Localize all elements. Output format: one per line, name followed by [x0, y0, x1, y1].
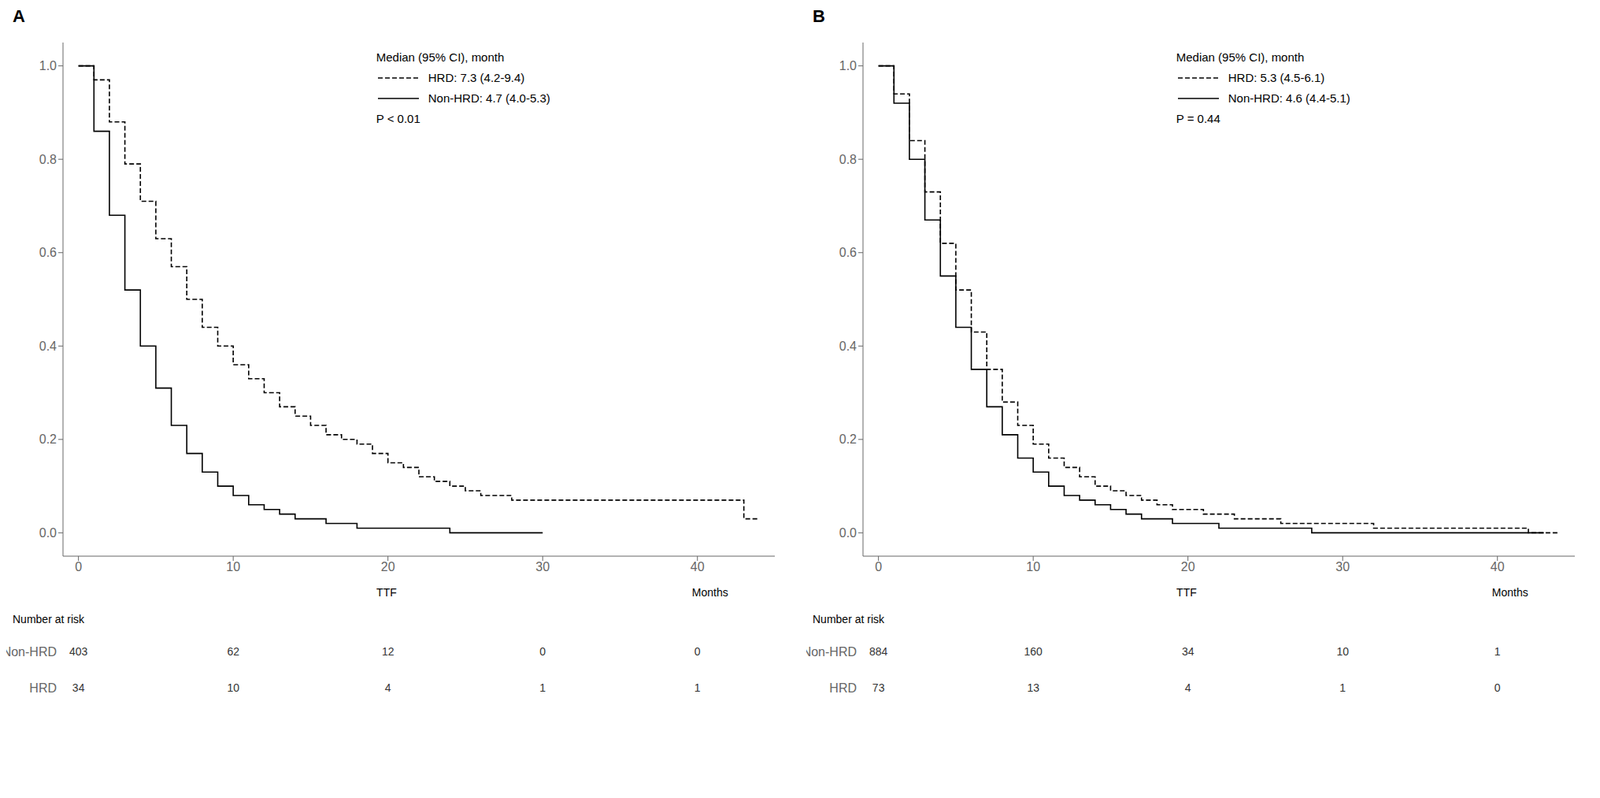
html-text:A: A: [12, 6, 26, 26]
svg-text:0.4: 0.4: [839, 339, 857, 353]
svg-text:0.8: 0.8: [39, 152, 57, 167]
svg-text:403: 403: [69, 644, 89, 658]
html-text:P = 0.44: P = 0.44: [1176, 111, 1221, 126]
svg-text:0.6: 0.6: [39, 245, 57, 260]
html-text:Non-HRD: 4.7 (4.0-5.3): Non-HRD: 4.7 (4.0-5.3): [428, 91, 551, 105]
svg-text:10: 10: [1336, 644, 1349, 658]
svg-text:1: 1: [1494, 644, 1501, 658]
svg-text:0.8: 0.8: [839, 152, 857, 167]
svg-text:30: 30: [1335, 559, 1350, 574]
html-text:Median (95% CI), month: Median (95% CI), month: [1176, 50, 1305, 64]
html-text:Number at risk: Number at risk: [812, 612, 885, 626]
svg-text:1.0: 1.0: [39, 59, 57, 73]
svg-text:Non-HRD: Non-HRD: [6, 644, 57, 659]
html-text:P < 0.01: P < 0.01: [376, 111, 421, 126]
svg-text:0.2: 0.2: [39, 432, 57, 446]
svg-text:0: 0: [694, 644, 701, 658]
svg-text:34: 34: [72, 681, 86, 694]
svg-text:0: 0: [1494, 681, 1501, 694]
svg-text:HRD: HRD: [29, 681, 57, 695]
svg-text:160: 160: [1023, 644, 1043, 658]
svg-text:0: 0: [539, 644, 546, 658]
svg-text:Non-HRD: Non-HRD: [806, 644, 857, 659]
html-text:Non-HRD: 4.6 (4.4-5.1): Non-HRD: 4.6 (4.4-5.1): [1228, 91, 1351, 105]
svg-text:40: 40: [690, 559, 705, 574]
svg-text:4: 4: [385, 681, 392, 694]
svg-text:10: 10: [226, 681, 240, 694]
svg-text:62: 62: [226, 644, 240, 658]
svg-text:1: 1: [539, 681, 546, 694]
svg-text:0.4: 0.4: [39, 339, 57, 353]
svg-text:0.6: 0.6: [839, 245, 857, 260]
html-text:B: B: [812, 6, 826, 26]
html-text:Months: Months: [1492, 585, 1529, 599]
svg-text:40: 40: [1490, 559, 1505, 574]
svg-text:0: 0: [74, 559, 82, 574]
html-text:TTF: TTF: [376, 585, 397, 599]
svg-text:884: 884: [869, 644, 889, 658]
svg-text:0.0: 0.0: [839, 525, 857, 540]
svg-text:1: 1: [694, 681, 701, 694]
svg-text:1.0: 1.0: [839, 59, 857, 73]
svg-text:12: 12: [381, 644, 395, 658]
html-text:Median (95% CI), month: Median (95% CI), month: [376, 50, 505, 64]
svg-text:0.2: 0.2: [839, 432, 857, 446]
svg-text:HRD: HRD: [829, 681, 857, 695]
svg-text:4: 4: [1185, 681, 1192, 694]
html-text:Months: Months: [692, 585, 729, 599]
svg-text:0: 0: [874, 559, 882, 574]
svg-text:10: 10: [1025, 559, 1041, 574]
svg-text:30: 30: [535, 559, 550, 574]
svg-text:0.0: 0.0: [39, 525, 57, 540]
svg-text:13: 13: [1026, 681, 1040, 694]
svg-text:73: 73: [872, 681, 886, 694]
svg-text:10: 10: [225, 559, 241, 574]
html-text:Number at risk: Number at risk: [12, 612, 85, 626]
svg-text:34: 34: [1181, 644, 1195, 658]
svg-text:1: 1: [1339, 681, 1346, 694]
html-text:TTF: TTF: [1176, 585, 1197, 599]
svg-text:20: 20: [381, 559, 396, 574]
html-text:HRD: 5.3 (4.5-6.1): HRD: 5.3 (4.5-6.1): [1228, 70, 1325, 85]
svg-text:20: 20: [1181, 559, 1196, 574]
html-text:HRD: 7.3 (4.2-9.4): HRD: 7.3 (4.2-9.4): [428, 70, 525, 85]
